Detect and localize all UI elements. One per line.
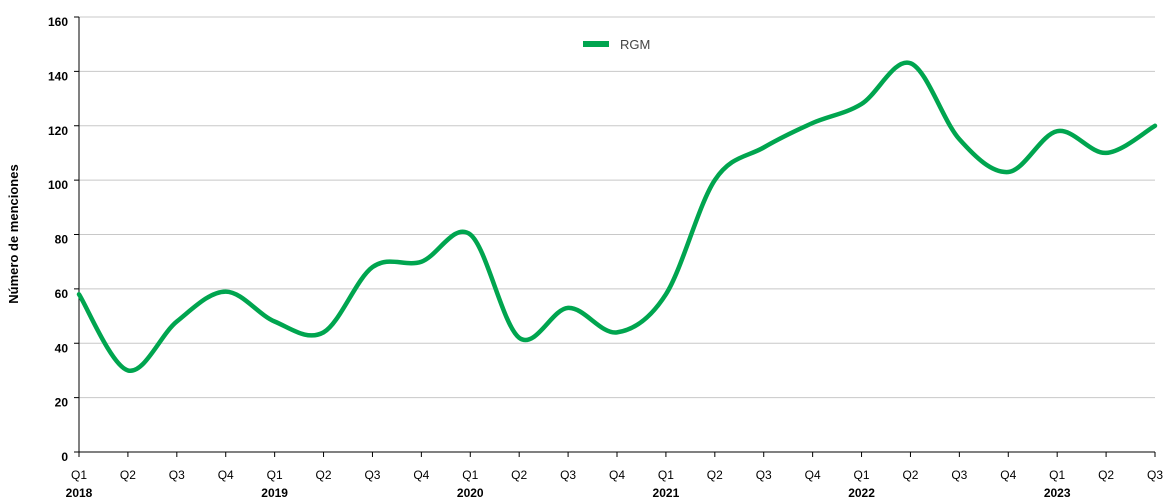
data-point	[762, 146, 766, 150]
data-point	[77, 292, 81, 296]
x-tick-label: Q3	[169, 468, 185, 482]
data-point	[1006, 170, 1010, 174]
x-tick-label: Q2	[707, 468, 723, 482]
year-label: 2023	[1044, 486, 1071, 500]
year-label: 2020	[457, 486, 484, 500]
data-point	[517, 336, 521, 340]
x-tick-label: Q3	[951, 468, 967, 482]
data-point	[322, 330, 326, 334]
y-tick-label: 80	[55, 233, 69, 247]
y-tick-label: 160	[48, 15, 68, 29]
legend-label-rgm: RGM	[620, 37, 650, 52]
x-tick-label: Q2	[1098, 468, 1114, 482]
data-point	[224, 290, 228, 294]
x-tick-label: Q2	[902, 468, 918, 482]
x-tick-label: Q4	[413, 468, 429, 482]
x-axis-ticks: Q1 Q2 Q3 Q4 Q1 Q2 Q3 Q4 Q1 Q2 Q3 Q4 Q1 Q2 Q3 Q4 Q1 Q2 Q3 Q4…	[66, 452, 1163, 500]
data-point	[1104, 151, 1108, 155]
y-axis-ticks: 0 20 40 60 80 100 120 140 160	[48, 15, 79, 464]
data-point	[468, 233, 472, 237]
x-tick-label: Q1	[658, 468, 674, 482]
x-tick-label: Q4	[1000, 468, 1016, 482]
x-tick-label: Q4	[609, 468, 625, 482]
x-tick-label: Q1	[854, 468, 870, 482]
y-tick-label: 120	[48, 124, 68, 138]
x-tick-label: Q3	[756, 468, 772, 482]
data-point	[370, 265, 374, 269]
x-tick-label: Q4	[218, 468, 234, 482]
series-layer	[76, 60, 1158, 373]
data-point	[566, 306, 570, 310]
y-tick-label: 100	[48, 178, 68, 192]
x-tick-label: Q2	[316, 468, 332, 482]
y-tick-label: 140	[48, 69, 68, 83]
data-point	[811, 121, 815, 125]
legend: RGM	[583, 37, 650, 52]
year-label: 2021	[653, 486, 680, 500]
data-point	[615, 330, 619, 334]
data-point	[419, 260, 423, 264]
year-label: 2018	[66, 486, 93, 500]
data-point	[664, 292, 668, 296]
grid	[79, 16, 1155, 399]
x-tick-label: Q1	[462, 468, 478, 482]
x-tick-label: Q1	[267, 468, 283, 482]
x-tick-label: Q2	[511, 468, 527, 482]
data-point	[175, 320, 179, 324]
y-tick-label: 60	[55, 287, 69, 301]
data-point	[126, 368, 130, 372]
data-point	[860, 102, 864, 106]
x-tick-label: Q4	[805, 468, 821, 482]
data-point	[273, 320, 277, 324]
data-point	[957, 137, 961, 141]
x-tick-label: Q3	[560, 468, 576, 482]
year-label: 2019	[261, 486, 288, 500]
x-tick-label: Q3	[1147, 468, 1163, 482]
series-line-rgm	[76, 60, 1158, 373]
y-tick-label: 40	[55, 341, 69, 355]
y-tick-label: 0	[61, 450, 68, 464]
x-tick-label: Q3	[364, 468, 380, 482]
x-tick-label: Q1	[71, 468, 87, 482]
x-tick-label: Q1	[1049, 468, 1065, 482]
year-label: 2022	[848, 486, 875, 500]
y-tick-label: 20	[55, 396, 69, 410]
data-point	[1055, 129, 1059, 133]
data-point	[713, 178, 717, 182]
data-point	[908, 61, 912, 65]
y-axis-label: Número de menciones	[6, 164, 21, 303]
x-tick-label: Q2	[120, 468, 136, 482]
data-point	[1153, 124, 1157, 128]
